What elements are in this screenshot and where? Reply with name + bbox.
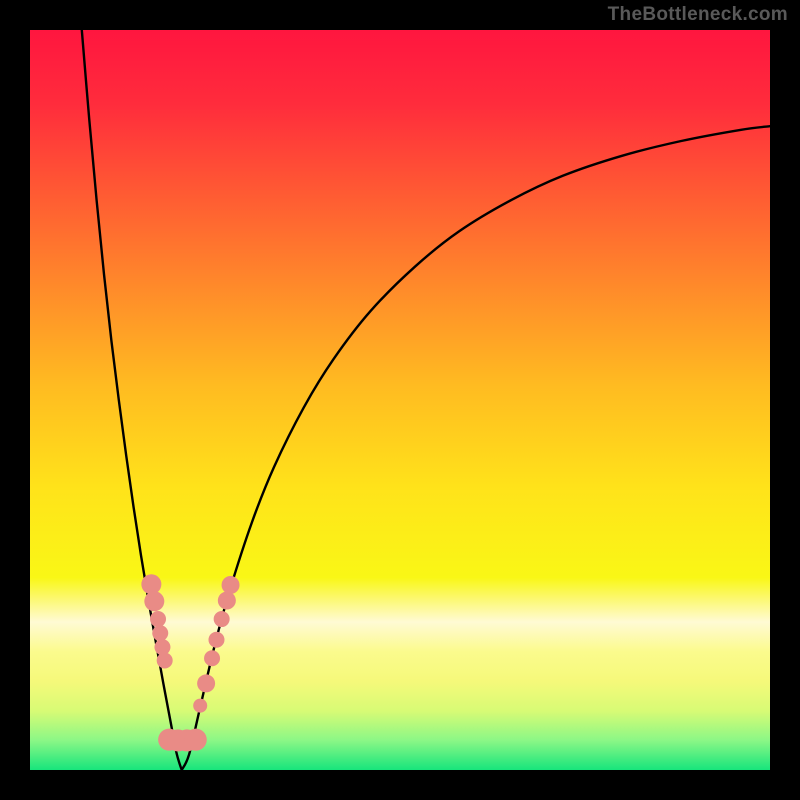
data-marker xyxy=(144,591,164,611)
data-marker xyxy=(185,729,207,751)
data-marker xyxy=(218,592,236,610)
bottleneck-chart xyxy=(0,0,800,800)
data-marker xyxy=(157,652,173,668)
data-marker xyxy=(208,632,224,648)
data-marker xyxy=(222,576,240,594)
data-marker xyxy=(204,650,220,666)
data-marker xyxy=(150,611,166,627)
data-marker xyxy=(197,674,215,692)
data-marker xyxy=(193,699,207,713)
chart-stage: TheBottleneck.com xyxy=(0,0,800,800)
data-marker xyxy=(152,625,168,641)
data-marker xyxy=(154,639,170,655)
data-marker xyxy=(141,574,161,594)
data-marker xyxy=(214,611,230,627)
gradient-background xyxy=(30,30,770,770)
watermark-text: TheBottleneck.com xyxy=(608,4,788,26)
